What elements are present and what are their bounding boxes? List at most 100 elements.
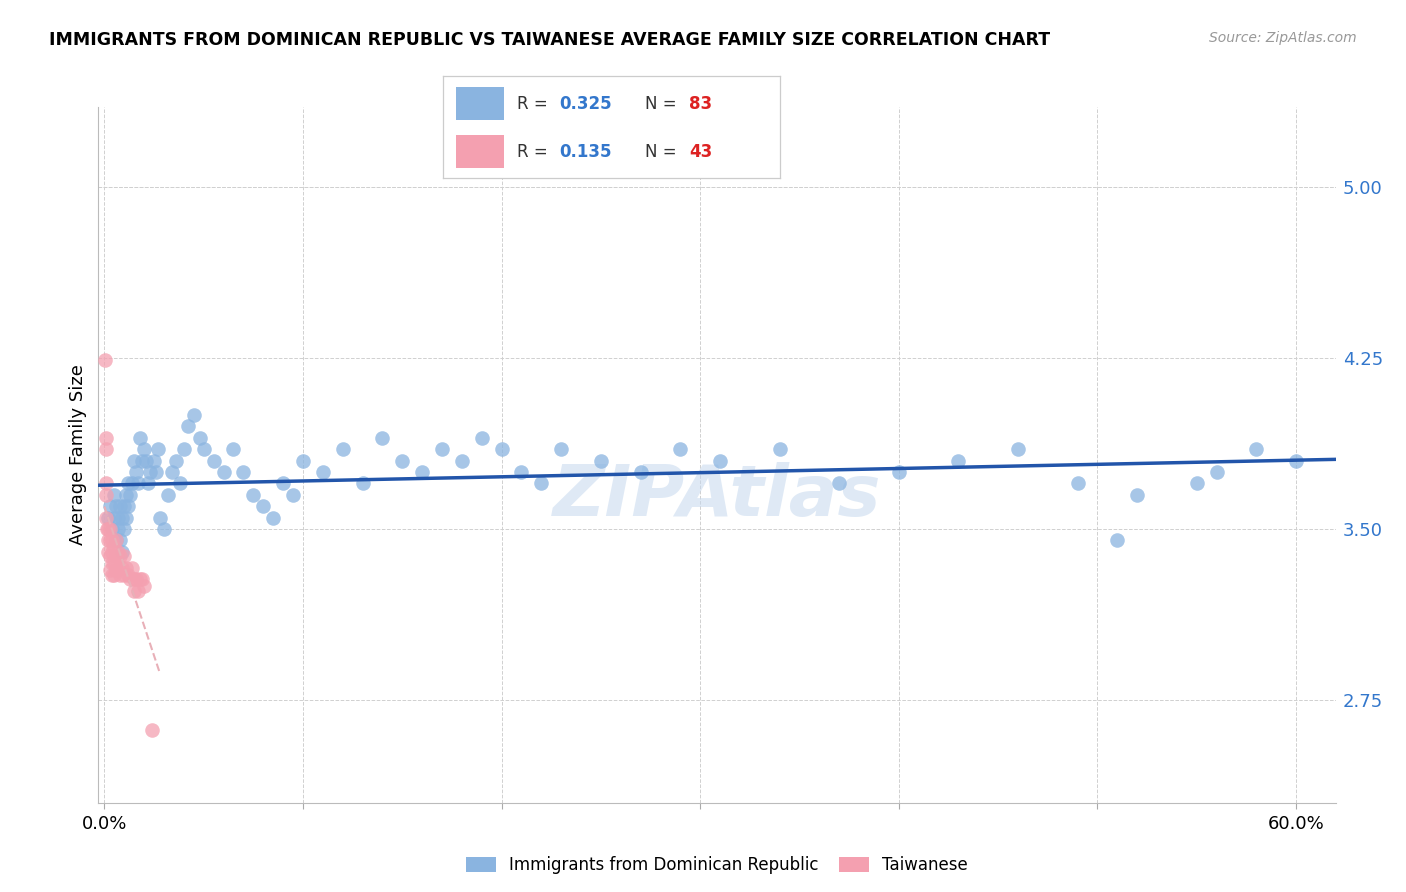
Point [105,533,128,548]
Point [125,465,148,479]
Point [281,488,304,502]
Point [411,465,433,479]
Text: 83: 83 [689,95,713,112]
Point [139,465,162,479]
Point [98,522,121,536]
Point [120,488,142,502]
Point [129,431,152,445]
Point [110,549,132,564]
Point [121,476,143,491]
Point [1205,465,1227,479]
Point [101,567,124,582]
Text: N =: N = [645,143,682,161]
Point [117,567,139,582]
Point [115,510,138,524]
Point [391,453,413,467]
Point [98,549,121,564]
Point [110,533,132,548]
Point [112,567,135,582]
Point [111,510,134,524]
Point [112,500,135,514]
Point [122,453,145,467]
Point [143,453,166,467]
Point [127,476,149,491]
Point [105,533,128,548]
Point [709,453,731,467]
Point [107,545,129,559]
Point [115,561,138,575]
Point [202,453,225,467]
Point [127,583,149,598]
Point [111,561,134,575]
Point [110,500,132,514]
Point [332,442,354,457]
Point [112,522,135,536]
Point [1007,442,1029,457]
Text: 43: 43 [689,143,713,161]
Text: N =: N = [645,95,682,112]
Point [630,465,652,479]
Point [887,465,910,479]
Point [510,465,533,479]
Text: 0.135: 0.135 [560,143,612,161]
Point [115,488,138,502]
Point [145,465,167,479]
Point [103,541,125,555]
Point [222,442,245,457]
Point [768,442,790,457]
Text: R =: R = [517,95,553,112]
Point [101,556,124,570]
Point [94,442,117,457]
Point [98,500,121,514]
FancyBboxPatch shape [457,136,503,168]
Point [98,563,121,577]
Point [169,476,191,491]
Text: ZIPAtlas: ZIPAtlas [553,462,882,531]
Point [131,572,153,586]
Point [97,545,120,559]
Point [1244,442,1267,457]
Point [132,579,155,593]
Text: Source: ZipAtlas.com: Source: ZipAtlas.com [1209,31,1357,45]
Point [1107,533,1129,548]
Point [1126,488,1149,502]
Point [103,567,125,582]
Point [312,465,335,479]
Point [110,567,132,582]
Point [97,522,120,536]
Point [141,723,163,737]
Point [669,442,692,457]
Point [183,408,205,422]
Point [121,561,143,575]
Point [149,510,172,524]
Point [101,522,124,536]
Point [146,442,169,457]
Point [129,572,152,586]
Point [1285,453,1308,467]
Point [212,465,235,479]
Point [98,533,121,548]
Point [491,442,513,457]
Point [188,431,211,445]
Point [117,500,139,514]
Point [122,572,145,586]
Point [105,500,128,514]
Point [103,556,125,570]
Point [120,572,142,586]
Point [828,476,851,491]
Point [252,500,274,514]
Point [550,442,572,457]
Point [173,442,195,457]
Point [156,488,179,502]
Point [371,431,394,445]
Y-axis label: Average Family Size: Average Family Size [69,365,87,545]
Point [107,561,129,575]
Point [262,510,284,524]
Point [103,510,125,524]
Point [530,476,553,491]
Point [135,453,157,467]
Point [1185,476,1208,491]
Text: 0.325: 0.325 [560,95,612,112]
Legend: Immigrants from Dominican Republic, Taiwanese: Immigrants from Dominican Republic, Taiw… [467,856,967,874]
Text: IMMIGRANTS FROM DOMINICAN REPUBLIC VS TAIWANESE AVERAGE FAMILY SIZE CORRELATION : IMMIGRANTS FROM DOMINICAN REPUBLIC VS TA… [49,31,1050,49]
